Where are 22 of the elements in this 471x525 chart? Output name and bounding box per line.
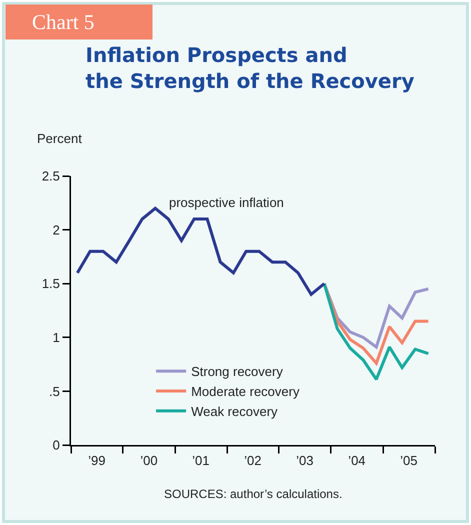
y-tick-label: 0 [52, 438, 60, 453]
line-series [322, 282, 430, 381]
x-tick-label: ’99 [88, 453, 106, 468]
source-note: SOURCES: author’s calculations. [164, 487, 342, 501]
y-tick-label: 2 [52, 222, 60, 238]
y-tick-label: 1 [52, 330, 60, 345]
x-tick-label: ’05 [400, 453, 418, 468]
legend-label: Moderate recovery [191, 384, 300, 400]
chart-title: Inflation Prospects and the Strength of the Recovery [86, 43, 414, 93]
y-tick-label: 2.5 [42, 168, 60, 184]
y-tick-label: 1.5 [42, 276, 60, 292]
x-tick-label: ’03 [296, 453, 314, 468]
legend-label: Strong recovery [191, 364, 284, 380]
caption: Chart 5 [11, 10, 147, 34]
series-label: prospective inflation [169, 195, 284, 210]
x-tick-label: ’02 [244, 453, 262, 468]
y-tick-label: .5 [49, 384, 60, 399]
x-tick-label: ’04 [348, 453, 366, 468]
x-tick-label: ’01 [192, 453, 210, 468]
y-axis-title: Percent [37, 131, 82, 146]
legend-label: Weak recovery [191, 404, 278, 419]
x-tick-label: ’00 [140, 453, 158, 468]
